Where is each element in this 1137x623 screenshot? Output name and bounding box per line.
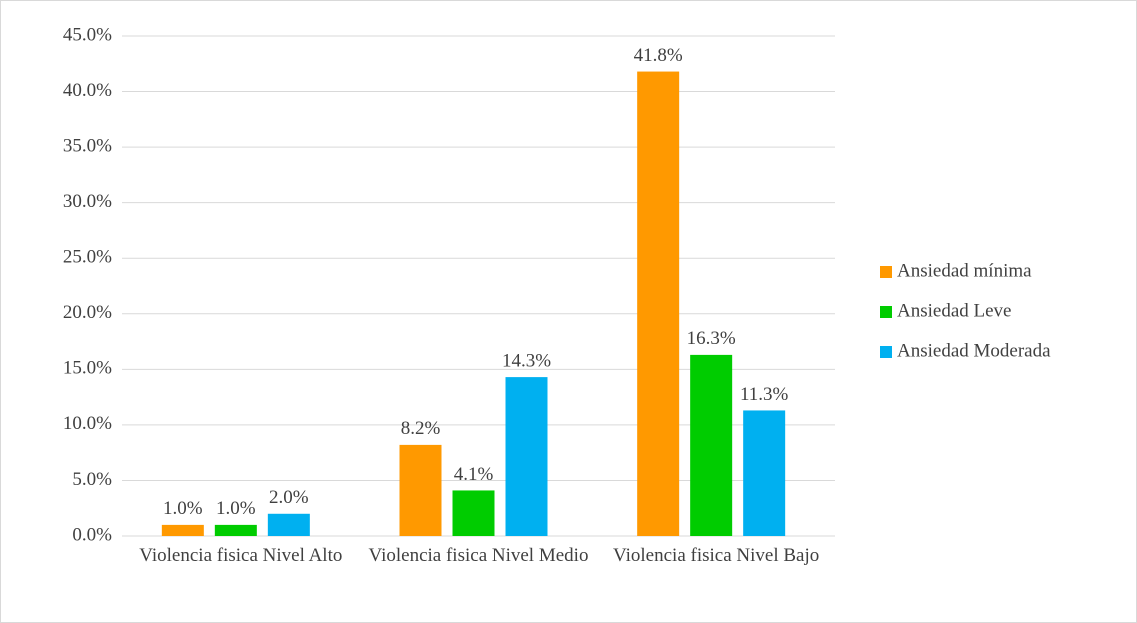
legend-label: Ansiedad Moderada: [897, 340, 1051, 361]
data-label: 8.2%: [401, 418, 441, 439]
data-label: 16.3%: [687, 328, 736, 349]
data-label: 2.0%: [269, 487, 309, 508]
bar: [267, 513, 310, 536]
y-tick-label: 40.0%: [63, 80, 112, 101]
bar: [161, 524, 204, 536]
legend-swatch: [880, 266, 892, 278]
data-label: 14.3%: [502, 350, 551, 371]
x-tick-label: Violencia fisica Nivel Bajo: [613, 545, 820, 566]
y-tick-label: 35.0%: [63, 135, 112, 156]
bar: [637, 71, 680, 537]
y-tick-label: 5.0%: [72, 469, 112, 490]
bar: [214, 524, 257, 536]
bar: [505, 377, 548, 536]
bar: [399, 444, 442, 536]
data-label: 1.0%: [163, 498, 203, 519]
x-tick-label-box: Violencia fisica Nivel Alto: [139, 545, 343, 566]
y-tick-label: 20.0%: [63, 302, 112, 323]
y-tick-label: 30.0%: [63, 191, 112, 212]
y-tick-label: 45.0%: [63, 24, 112, 45]
y-tick-label: 0.0%: [72, 524, 112, 545]
data-label: 1.0%: [216, 498, 256, 519]
x-tick-label-box: Violencia fisica Nivel Bajo: [613, 545, 820, 566]
legend-label: Ansiedad mínima: [897, 260, 1032, 281]
bar: [743, 410, 786, 536]
legend-swatch: [880, 306, 892, 318]
data-label: 11.3%: [740, 384, 789, 405]
bar: [452, 490, 495, 536]
legend-swatch: [880, 346, 892, 358]
y-tick-label: 25.0%: [63, 247, 112, 268]
x-tick-label: Violencia fisica Nivel Alto: [139, 545, 343, 566]
y-tick-label: 15.0%: [63, 358, 112, 379]
data-label: 41.8%: [634, 45, 683, 66]
bar: [690, 354, 733, 536]
x-tick-label-box: Violencia fisica Nivel Medio: [368, 545, 589, 566]
y-tick-label: 10.0%: [63, 413, 112, 434]
legend-label: Ansiedad Leve: [897, 300, 1011, 321]
data-label: 4.1%: [454, 464, 494, 485]
x-tick-label: Violencia fisica Nivel Medio: [368, 545, 589, 566]
